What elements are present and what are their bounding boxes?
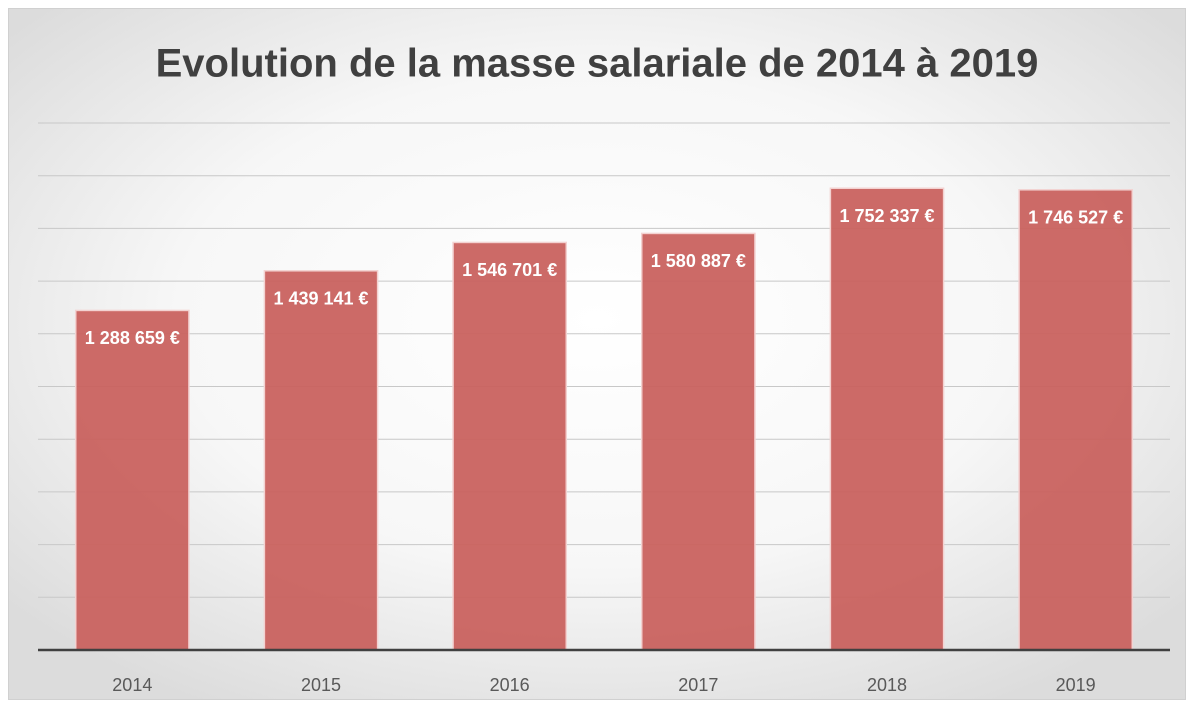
- chart-frame: [8, 8, 1186, 700]
- data-label: 1 546 701 €: [462, 260, 557, 280]
- data-label: 1 580 887 €: [651, 251, 746, 271]
- data-label: 1 288 659 €: [85, 328, 180, 348]
- bar: [452, 241, 568, 651]
- x-tick-label: 2014: [112, 675, 152, 695]
- bar: [640, 232, 756, 651]
- bar: [263, 270, 379, 651]
- x-tick-label: 2015: [301, 675, 341, 695]
- x-tick-label: 2016: [490, 675, 530, 695]
- bar: [1018, 189, 1134, 651]
- x-tick-label: 2018: [867, 675, 907, 695]
- data-label: 1 752 337 €: [839, 206, 934, 226]
- data-label: 1 746 527 €: [1028, 208, 1123, 228]
- x-tick-label: 2017: [678, 675, 718, 695]
- bar: [74, 309, 190, 651]
- x-tick-label: 2019: [1056, 675, 1096, 695]
- bar: [829, 187, 945, 651]
- data-label: 1 439 141 €: [273, 289, 368, 309]
- chart-title: Evolution de la masse salariale de 2014 …: [156, 42, 1039, 86]
